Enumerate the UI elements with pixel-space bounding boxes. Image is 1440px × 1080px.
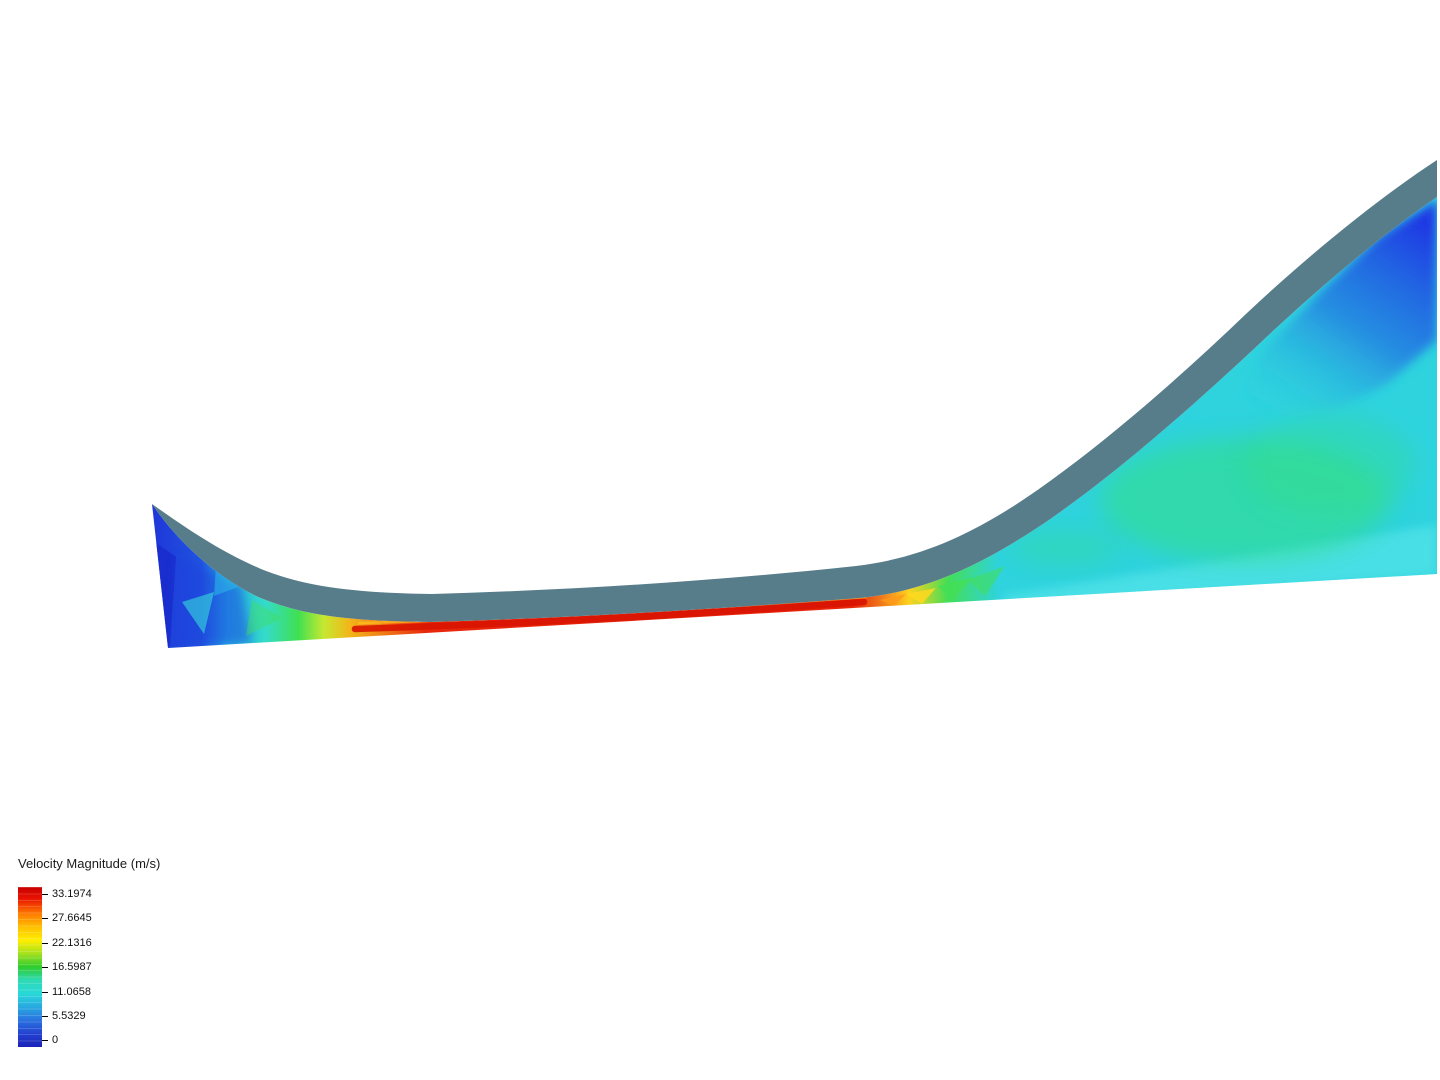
legend-tick-mark <box>42 1015 48 1017</box>
color-legend[interactable]: Velocity Magnitude (m/s) <box>18 857 238 1053</box>
legend-tick: 33.1974 <box>42 888 92 900</box>
colorbar-area: 33.1974 27.6645 22.1316 16.5987 11.0658 … <box>18 887 238 1053</box>
legend-tick-label: 11.0658 <box>52 986 91 998</box>
legend-tick: 27.6645 <box>42 912 92 924</box>
legend-tick-label: 27.6645 <box>52 912 92 924</box>
legend-tick: 0 <box>42 1034 58 1046</box>
mesh-facet-yellow <box>906 588 936 604</box>
high-velocity-core <box>351 598 868 633</box>
legend-title: Velocity Magnitude (m/s) <box>18 856 161 871</box>
legend-tick-mark <box>42 893 48 895</box>
legend-tick-label: 5.5329 <box>52 1010 86 1022</box>
mesh-facet-green <box>246 600 282 636</box>
colorbar-gradient <box>18 887 42 1047</box>
low-velocity-upper-right <box>1238 200 1437 420</box>
low-velocity-left-region <box>176 556 252 646</box>
legend-tick: 16.5987 <box>42 961 92 973</box>
legend-tick-mark <box>42 917 48 919</box>
mesh-facet-cyan <box>182 592 214 634</box>
legend-tick-label: 0 <box>52 1034 59 1046</box>
legend-tick-mark <box>42 966 48 968</box>
legend-tick-label: 22.1316 <box>52 937 92 949</box>
mid-velocity-green-patch <box>1010 530 1120 566</box>
legend-tick-mark <box>42 991 48 993</box>
mesh-facet-orange <box>880 594 906 606</box>
legend-tick: 22.1316 <box>42 937 92 949</box>
legend-tick-mark <box>42 1039 48 1041</box>
legend-tick-mark <box>42 942 48 944</box>
legend-tick: 11.0658 <box>42 986 91 998</box>
legend-tick: 5.5329 <box>42 1010 86 1022</box>
mid-velocity-green-patch <box>1245 415 1415 515</box>
legend-tick-label: 16.5987 <box>52 961 92 973</box>
mesh-facet-green <box>938 578 972 600</box>
legend-tick-label: 33.1974 <box>52 888 92 900</box>
solid-body <box>152 160 1437 622</box>
mesh-facet-green <box>968 566 1005 596</box>
colorbar <box>18 887 42 1047</box>
